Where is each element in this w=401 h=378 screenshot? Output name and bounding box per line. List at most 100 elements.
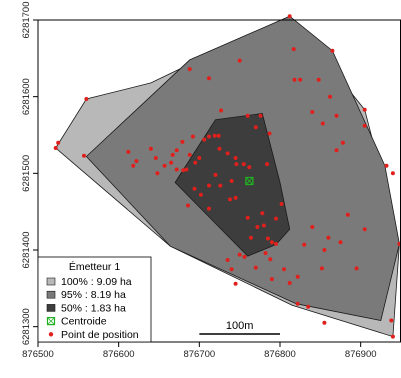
- position-point: [362, 107, 367, 112]
- position-point: [180, 139, 185, 144]
- position-point: [322, 248, 327, 252]
- position-point: [319, 266, 324, 271]
- position-point: [202, 137, 207, 142]
- position-point: [192, 186, 197, 191]
- x-tick-label: 876500: [22, 349, 54, 360]
- position-point: [338, 240, 343, 245]
- position-point: [155, 171, 160, 176]
- position-point: [186, 203, 190, 208]
- centroid-marker-layer: [245, 176, 254, 186]
- position-point: [292, 77, 297, 82]
- position-point: [320, 121, 325, 126]
- position-point: [310, 225, 315, 229]
- position-point: [253, 125, 258, 130]
- position-point: [218, 183, 223, 188]
- scale-bar: 100m: [199, 320, 280, 335]
- position-point: [298, 77, 303, 82]
- position-point: [184, 167, 189, 172]
- position-point: [390, 171, 395, 176]
- scale-bar-label: 100m: [226, 320, 254, 332]
- position-point: [225, 258, 230, 262]
- position-point: [389, 318, 394, 323]
- position-points: [53, 14, 401, 339]
- position-point: [207, 206, 211, 211]
- legend-point-symbol: [48, 332, 54, 337]
- position-point: [287, 14, 292, 19]
- position-point: [234, 162, 239, 167]
- legend-label: Point de position: [61, 329, 139, 341]
- position-point: [287, 281, 292, 285]
- position-point: [330, 48, 335, 53]
- legend-centroid-symbol: [46, 317, 56, 326]
- position-point: [233, 156, 238, 160]
- position-point: [261, 223, 266, 228]
- y-tick-label: 6281600: [21, 78, 32, 115]
- y-tick-label: 6281700: [21, 2, 32, 39]
- position-point: [212, 133, 217, 138]
- position-point: [354, 266, 359, 271]
- position-point: [253, 265, 258, 270]
- x-tick-label: 876700: [183, 349, 215, 360]
- y-tick-label: 6281300: [21, 308, 32, 345]
- y-tick-label: 6281500: [21, 155, 32, 192]
- position-point: [316, 77, 321, 82]
- polygon-layer: [55, 15, 400, 338]
- legend-title: Émetteur 1: [69, 260, 121, 273]
- position-point: [384, 163, 389, 168]
- position-point: [258, 113, 263, 118]
- position-point: [265, 162, 270, 167]
- position-point: [295, 301, 300, 306]
- position-point: [302, 242, 307, 247]
- position-point: [326, 235, 331, 240]
- legend-swatch: [46, 277, 56, 286]
- position-point: [322, 320, 327, 325]
- legend-swatch: [46, 290, 56, 299]
- position-point: [217, 146, 222, 151]
- position-point: [148, 146, 153, 151]
- position-point: [362, 227, 367, 232]
- position-point: [170, 152, 175, 157]
- position-point: [345, 212, 350, 217]
- centroid-marker: [245, 176, 254, 186]
- position-point: [233, 195, 238, 200]
- position-point: [233, 281, 238, 286]
- position-point: [260, 211, 265, 216]
- position-point: [362, 123, 367, 128]
- position-point: [213, 172, 218, 177]
- position-point: [131, 163, 136, 168]
- position-point: [207, 76, 211, 81]
- position-point: [269, 277, 274, 282]
- position-point: [198, 192, 203, 197]
- position-point: [328, 94, 332, 99]
- position-point: [190, 134, 195, 139]
- position-point: [187, 67, 192, 72]
- legend-label: 100% : 9.09 ha: [61, 276, 132, 288]
- position-point: [174, 167, 179, 172]
- position-point: [241, 162, 246, 167]
- position-point: [225, 151, 230, 156]
- legend-entry: 50% : 1.83 ha: [46, 302, 126, 314]
- y-tick-label: 6281400: [21, 232, 32, 269]
- position-point: [84, 97, 89, 101]
- position-point: [306, 304, 311, 309]
- position-point: [267, 131, 272, 136]
- legend-entry: Point de position: [48, 329, 139, 341]
- polygon-50pct: [174, 113, 291, 257]
- position-point: [310, 110, 315, 114]
- x-tick-label: 876600: [103, 349, 135, 360]
- position-point: [237, 252, 242, 257]
- position-point: [219, 108, 224, 113]
- position-point: [265, 236, 270, 241]
- position-point: [53, 146, 58, 150]
- position-point: [169, 160, 174, 165]
- position-point: [174, 148, 179, 153]
- position-point: [390, 334, 395, 339]
- x-tick-label: 876900: [345, 349, 377, 360]
- position-point: [153, 156, 158, 160]
- position-point: [207, 183, 211, 188]
- position-point: [56, 140, 61, 145]
- position-point: [126, 149, 131, 154]
- x-tick-label: 876800: [264, 349, 296, 360]
